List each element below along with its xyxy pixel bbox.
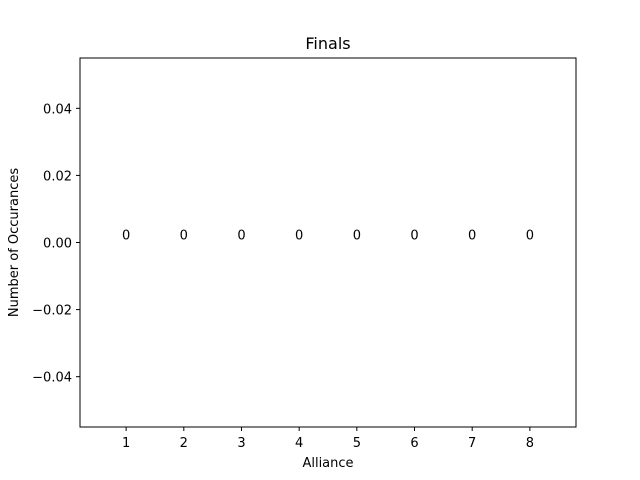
bar-data-label: 0	[122, 229, 130, 244]
x-tick-label: 7	[468, 436, 476, 451]
bar-data-label: 0	[180, 229, 188, 244]
bar-data-label: 0	[353, 229, 361, 244]
chart-title: Finals	[305, 34, 350, 53]
y-tick-label: 0.02	[43, 169, 72, 184]
x-tick-label: 6	[410, 436, 418, 451]
x-tick-label: 3	[237, 436, 245, 451]
y-tick-label: −0.02	[32, 304, 72, 319]
bar-data-label: 0	[468, 229, 476, 244]
bar-data-label: 0	[526, 229, 534, 244]
y-tick-label: −0.04	[32, 371, 72, 386]
x-tick-label: 4	[295, 436, 303, 451]
y-axis: −0.04 −0.02 0.00 0.02 0.04	[32, 102, 80, 386]
bar-data-label: 0	[295, 229, 303, 244]
bar-data-label: 0	[237, 229, 245, 244]
y-tick-label: 0.04	[43, 102, 72, 117]
x-tick-label: 5	[353, 436, 361, 451]
data-labels-group: 0 0 0 0 0 0 0 0	[122, 229, 534, 244]
x-axis-label: Alliance	[302, 456, 353, 471]
y-tick-label: 0.00	[43, 237, 72, 252]
x-tick-label: 8	[526, 436, 534, 451]
x-tick-label: 2	[180, 436, 188, 451]
y-axis-label: Number of Occurances	[7, 168, 22, 317]
x-tick-label: 1	[122, 436, 130, 451]
x-axis: 1 2 3 4 5 6 7 8	[122, 427, 534, 451]
bar-data-label: 0	[410, 229, 418, 244]
